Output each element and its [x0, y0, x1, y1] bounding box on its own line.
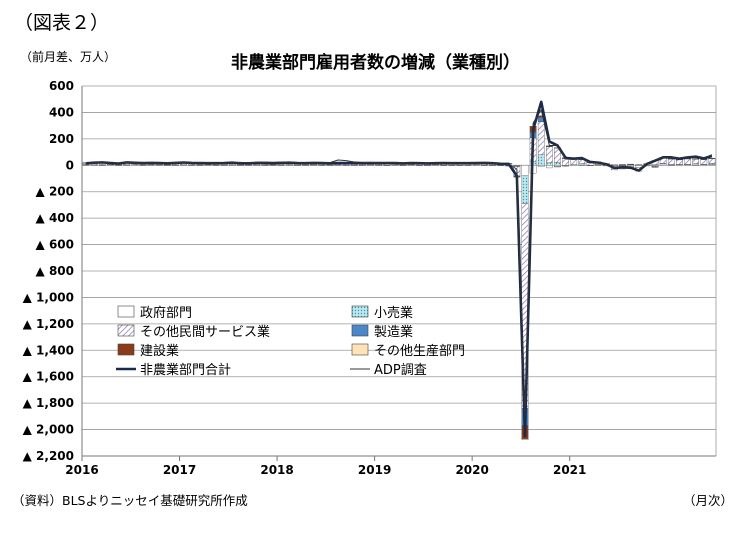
legend-label: ADP調査: [374, 363, 427, 378]
bar-segment: [521, 165, 529, 177]
bar-segment: [708, 158, 716, 164]
legend-swatch: [117, 324, 135, 337]
x-tick-label: 2018: [260, 463, 293, 477]
bar-segment: [546, 165, 553, 169]
bar-segment: [537, 165, 545, 167]
bar-segment: [521, 175, 529, 204]
y-tick-label: ▲ 1,800: [23, 396, 74, 410]
series-line: [85, 100, 713, 438]
bar-segment: [578, 163, 586, 166]
bar-segment: [676, 159, 683, 165]
x-tick-label: 2019: [358, 463, 391, 477]
legend-swatch: [351, 305, 369, 318]
y-tick-label: ▲ 200: [36, 185, 74, 199]
y-axis: 600 400 200 0 ▲ 200 ▲ 400 ▲ 600 ▲ 800 ▲ 1,000 ▲ 1…: [23, 79, 74, 463]
x-unit-label: （月次）: [682, 493, 733, 508]
y-tick-label: 600: [49, 79, 74, 93]
y-tick-label: ▲ 1,200: [23, 317, 74, 331]
bar-segment: [659, 163, 667, 166]
source-note: （資料）BLSよりニッセイ基礎研究所作成: [12, 493, 248, 508]
bar-segment: [684, 158, 691, 165]
y-tick-label: 200: [49, 132, 74, 146]
bar-segment: [554, 162, 561, 166]
bar-segment: [546, 162, 553, 166]
line-series: [85, 100, 713, 438]
legend-swatch: [117, 305, 135, 318]
bar-segment: [667, 158, 675, 165]
bar-segment: [537, 154, 545, 166]
bar-segment: [692, 158, 700, 164]
bar-segment: [537, 121, 545, 155]
x-tick-label: 2017: [163, 463, 196, 477]
bar-segment: [708, 163, 716, 165]
bar-segment: [651, 166, 659, 168]
chart-title: 非農業部門雇用者数の増減（業種別）: [231, 53, 520, 73]
x-axis: 2016 2017 2018 2019 2020 2021: [65, 455, 716, 477]
legend-label: 非農業部門合計: [140, 362, 231, 378]
bar-segment: [521, 438, 529, 440]
bar-segment: [651, 165, 659, 167]
unit-label: （前月差、万人）: [20, 50, 117, 64]
y-tick-label: 400: [49, 105, 74, 119]
legend-label: 政府部門: [140, 306, 192, 321]
legend-swatch: [351, 324, 369, 337]
y-tick-label: ▲ 2,200: [23, 449, 74, 463]
bar-segment: [562, 158, 569, 166]
bar-segment: [692, 163, 700, 166]
legend-label: 製造業: [374, 324, 413, 340]
series-line: [86, 109, 713, 417]
y-tick-label: ▲ 1,600: [23, 370, 74, 384]
y-tick-label: ▲ 1,400: [23, 343, 74, 357]
y-tick-label: ▲ 800: [36, 264, 74, 278]
bar-segment: [554, 165, 561, 167]
y-tick-label: 0: [66, 158, 74, 172]
legend-label: 小売業: [374, 305, 413, 321]
y-tick-label: ▲ 600: [36, 238, 74, 252]
figure-label: （図表２）: [14, 12, 110, 34]
y-tick-label: ▲ 2,000: [23, 423, 74, 437]
bar-segment: [562, 165, 569, 167]
x-tick-label: 2021: [553, 463, 586, 477]
legend-swatch: [117, 343, 135, 356]
x-tick-label: 2020: [455, 463, 488, 477]
y-tick-label: ▲ 1,000: [23, 290, 74, 304]
legend-label: 建設業: [140, 343, 179, 359]
legend-swatch: [351, 343, 369, 356]
bar-segment: [700, 159, 708, 165]
bar-segment: [546, 146, 553, 163]
x-tick-label: 2016: [65, 463, 98, 477]
legend-label: その他民間サービス業: [140, 324, 270, 340]
grid-lines: [81, 85, 717, 457]
y-tick-label: ▲ 400: [36, 211, 74, 225]
legend-label: その他生産部門: [374, 343, 465, 359]
bar-segment: [570, 159, 578, 165]
